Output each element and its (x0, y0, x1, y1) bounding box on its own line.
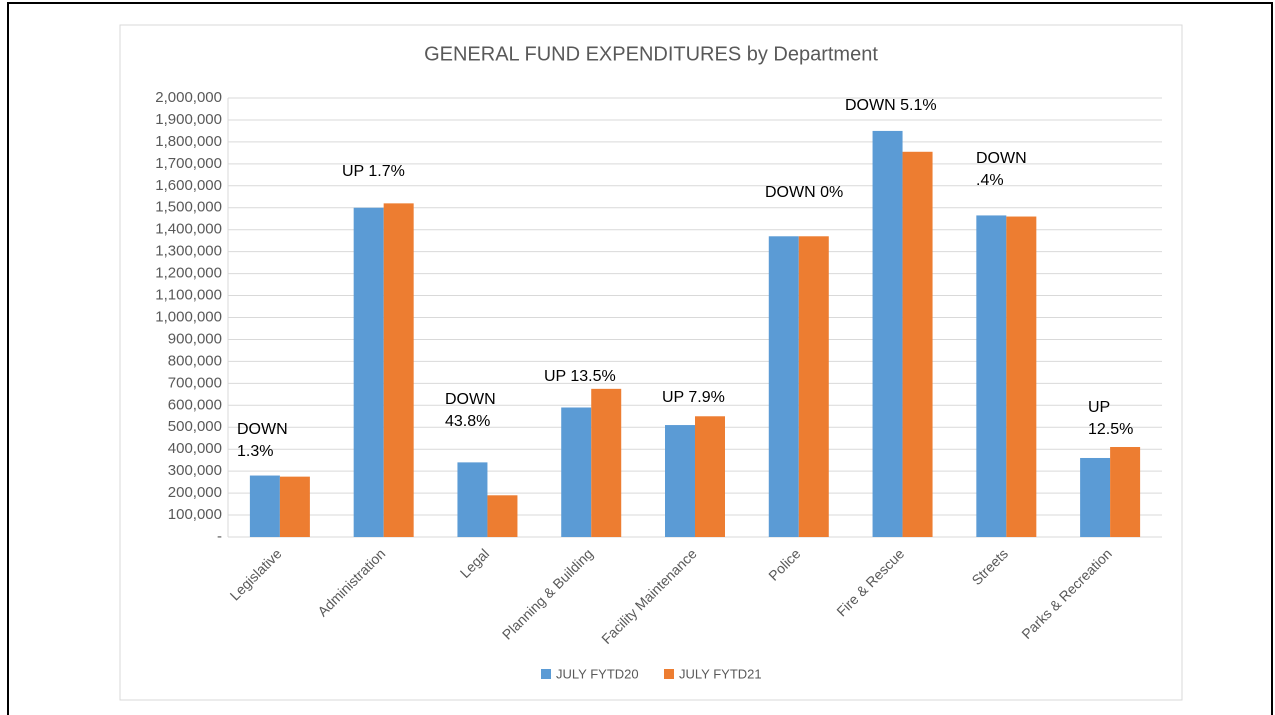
y-tick-label: 1,700,000 (155, 155, 222, 172)
y-tick-label: 300,000 (168, 462, 222, 479)
bar (591, 388, 622, 537)
bar (768, 236, 799, 537)
bar (902, 151, 933, 537)
y-tick-label: 1,200,000 (155, 265, 222, 282)
bar (1006, 216, 1037, 537)
bar (279, 476, 310, 537)
annotation: DOWN (976, 150, 1027, 167)
y-tick-label: 600,000 (168, 396, 222, 413)
annotation: DOWN 5.1% (845, 97, 937, 114)
annotation: UP 7.9% (662, 389, 725, 406)
y-tick-label: 1,500,000 (155, 199, 222, 216)
y-tick-label: 1,000,000 (155, 308, 222, 325)
legend-label: JULY FYTD20 (556, 666, 639, 681)
y-tick-label: 900,000 (168, 330, 222, 347)
annotation: 1.3% (237, 443, 273, 460)
chart-title: GENERAL FUND EXPENDITURES by Department (424, 43, 878, 65)
bar (1080, 457, 1111, 537)
bar (249, 475, 280, 537)
annotation: UP (1088, 399, 1110, 416)
annotation: .4% (976, 172, 1004, 189)
annotation: DOWN 0% (765, 184, 843, 201)
y-tick-label: 400,000 (168, 440, 222, 457)
y-tick-label: 1,900,000 (155, 111, 222, 128)
y-tick-label: 100,000 (168, 506, 222, 523)
annotation: 43.8% (445, 413, 490, 430)
annotation: 12.5% (1088, 421, 1133, 438)
bar (353, 207, 384, 537)
y-tick-label: 1,100,000 (155, 287, 222, 304)
y-tick-label: 700,000 (168, 374, 222, 391)
y-tick-label: 1,300,000 (155, 243, 222, 260)
bar (487, 495, 518, 537)
bar (976, 215, 1007, 537)
bar (383, 203, 414, 538)
bar (798, 236, 829, 537)
annotation: DOWN (237, 421, 288, 438)
y-tick-label: - (217, 528, 222, 545)
y-tick-label: 1,600,000 (155, 177, 222, 194)
bar (561, 407, 592, 537)
y-tick-label: 2,000,000 (155, 89, 222, 106)
annotation: DOWN (445, 391, 496, 408)
bar (665, 425, 695, 537)
annotation: UP 13.5% (544, 368, 616, 385)
legend-swatch (541, 669, 551, 679)
y-tick-label: 500,000 (168, 418, 222, 435)
bar (1110, 447, 1141, 537)
annotation: UP 1.7% (342, 163, 405, 180)
y-tick-label: 200,000 (168, 484, 222, 501)
bar (872, 130, 903, 538)
y-tick-label: 800,000 (168, 352, 222, 369)
bar (457, 462, 488, 537)
legend-label: JULY FYTD21 (679, 666, 762, 681)
bar (695, 416, 725, 537)
legend-swatch (664, 669, 674, 679)
y-tick-label: 1,400,000 (155, 221, 222, 238)
y-tick-label: 1,800,000 (155, 133, 222, 150)
